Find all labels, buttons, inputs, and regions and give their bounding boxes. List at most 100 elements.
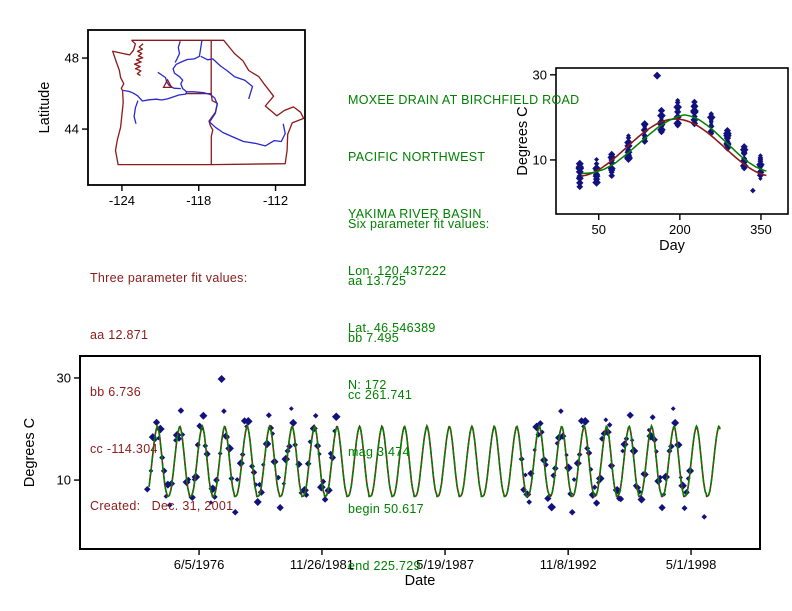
station-count: N: 172 bbox=[348, 378, 387, 392]
state-boundary-line bbox=[133, 43, 144, 77]
scatter-point bbox=[612, 485, 622, 495]
scatter-point bbox=[527, 469, 535, 478]
scatter-point bbox=[675, 107, 681, 113]
scatter-point bbox=[708, 117, 714, 123]
six-param-mag: mag 3.474 bbox=[348, 445, 410, 459]
scatter-point bbox=[608, 172, 616, 179]
scatter-point bbox=[657, 111, 666, 120]
x-tick-label: 11/26/1981 bbox=[290, 557, 354, 572]
y-tick-label: 10 bbox=[57, 473, 71, 488]
x-axis-label: Date bbox=[405, 573, 436, 589]
scatter-point bbox=[673, 102, 682, 112]
scatter-point bbox=[606, 422, 613, 428]
scatter-point bbox=[653, 71, 662, 80]
date-scatter-plot: 6/5/1976 11/26/1981 5/19/1987 11/8/1992 5/1/… bbox=[22, 355, 761, 589]
station-marker bbox=[162, 78, 173, 89]
scatter-point bbox=[208, 484, 218, 494]
station-region: PACIFIC NORTHWEST bbox=[348, 150, 486, 164]
scatter-point bbox=[626, 133, 631, 139]
scatter-point bbox=[741, 148, 747, 154]
plot-frame bbox=[87, 29, 306, 186]
scatter-point bbox=[288, 406, 294, 411]
scatter-point bbox=[544, 494, 552, 503]
scatter-point bbox=[640, 126, 649, 135]
scatter-point bbox=[708, 111, 715, 117]
six-param-bb: bb 7.495 bbox=[348, 331, 400, 345]
x-tick-label: -118 bbox=[186, 193, 211, 208]
scatter-point bbox=[244, 417, 253, 426]
scatter-point bbox=[740, 164, 748, 172]
x-tick-label: -124 bbox=[109, 193, 135, 208]
scatter-point bbox=[253, 498, 262, 507]
scatter-point bbox=[592, 172, 601, 181]
scatter-point bbox=[670, 406, 676, 411]
scatter-point bbox=[532, 422, 541, 432]
scatter-point bbox=[609, 159, 614, 165]
x-tick-label: 11/8/1992 bbox=[540, 557, 597, 572]
scatter-point bbox=[281, 454, 291, 464]
scatter-point bbox=[144, 485, 151, 493]
six-param-fit-block: Six parameter fit values: aa 13.725 bb 7… bbox=[348, 177, 490, 611]
x-tick-label: -112 bbox=[263, 193, 288, 208]
three-param-bb: bb 6.736 bbox=[90, 385, 142, 399]
scatter-point bbox=[593, 160, 600, 167]
scatter-point bbox=[673, 119, 682, 128]
scatter-point bbox=[196, 422, 203, 430]
scatter-point bbox=[649, 414, 656, 421]
scatter-point bbox=[300, 485, 309, 495]
scatter-point bbox=[208, 500, 214, 505]
scatter-point bbox=[626, 411, 634, 419]
scatter-point bbox=[646, 427, 652, 433]
y-tick-label: 10 bbox=[533, 152, 547, 167]
state-boundary-line bbox=[112, 39, 305, 166]
fit-curve-six-param bbox=[148, 423, 721, 498]
six-param-title: Six parameter fit values: bbox=[348, 217, 490, 231]
scatter-point bbox=[331, 412, 341, 422]
scatter-point bbox=[180, 432, 186, 438]
scatter-point bbox=[577, 170, 582, 176]
scatter-point bbox=[221, 408, 227, 414]
station-longitude: Lon. 120.437222 bbox=[348, 264, 447, 278]
scatter-point bbox=[166, 502, 173, 508]
scatter-point bbox=[576, 172, 584, 180]
scatter-point bbox=[661, 472, 671, 482]
scatter-point bbox=[617, 495, 625, 503]
three-param-fit-block: Three parameter fit values: aa 12.871 bb… bbox=[90, 231, 247, 554]
scatter-point bbox=[659, 116, 664, 121]
scatter-point bbox=[231, 508, 239, 516]
x-tick-label: 5/1/1998 bbox=[666, 557, 717, 572]
scatter-point bbox=[691, 104, 698, 111]
scatter-point bbox=[657, 106, 666, 115]
scatter-point bbox=[675, 113, 680, 118]
state-boundary-line bbox=[208, 40, 218, 165]
scatter-point bbox=[225, 444, 234, 453]
scatter-point bbox=[592, 499, 601, 507]
scatter-point bbox=[321, 496, 329, 503]
station-basin: YAKIMA RIVER BASIN bbox=[348, 207, 482, 221]
scatter-point bbox=[580, 417, 590, 426]
scatter-point bbox=[706, 113, 716, 122]
scatter-point bbox=[564, 463, 573, 473]
map-plot: -124 -118 -112 48 44 Latitude bbox=[37, 29, 306, 208]
scatter-point bbox=[678, 481, 687, 490]
scatter-point bbox=[568, 508, 576, 516]
scatter-point bbox=[547, 502, 556, 512]
scatter-point bbox=[701, 514, 708, 520]
scatter-point bbox=[675, 97, 681, 103]
river-line bbox=[133, 100, 139, 124]
fit-curve-six-param bbox=[581, 114, 767, 175]
y-tick-label: 44 bbox=[65, 122, 79, 137]
scatter-point bbox=[576, 183, 584, 191]
river-line bbox=[200, 55, 254, 100]
river-line bbox=[174, 41, 181, 63]
scatter-point bbox=[522, 472, 528, 478]
station-info-block: MOXEE DRAIN AT BIRCHFIELD ROAD PACIFIC N… bbox=[348, 53, 580, 433]
station-latitude: Lat. 46.546389 bbox=[348, 321, 436, 335]
scatter-point bbox=[576, 180, 583, 187]
scatter-point bbox=[658, 504, 666, 512]
river-line bbox=[123, 40, 203, 102]
scatter-point bbox=[317, 482, 326, 492]
scatter-point bbox=[213, 476, 220, 484]
